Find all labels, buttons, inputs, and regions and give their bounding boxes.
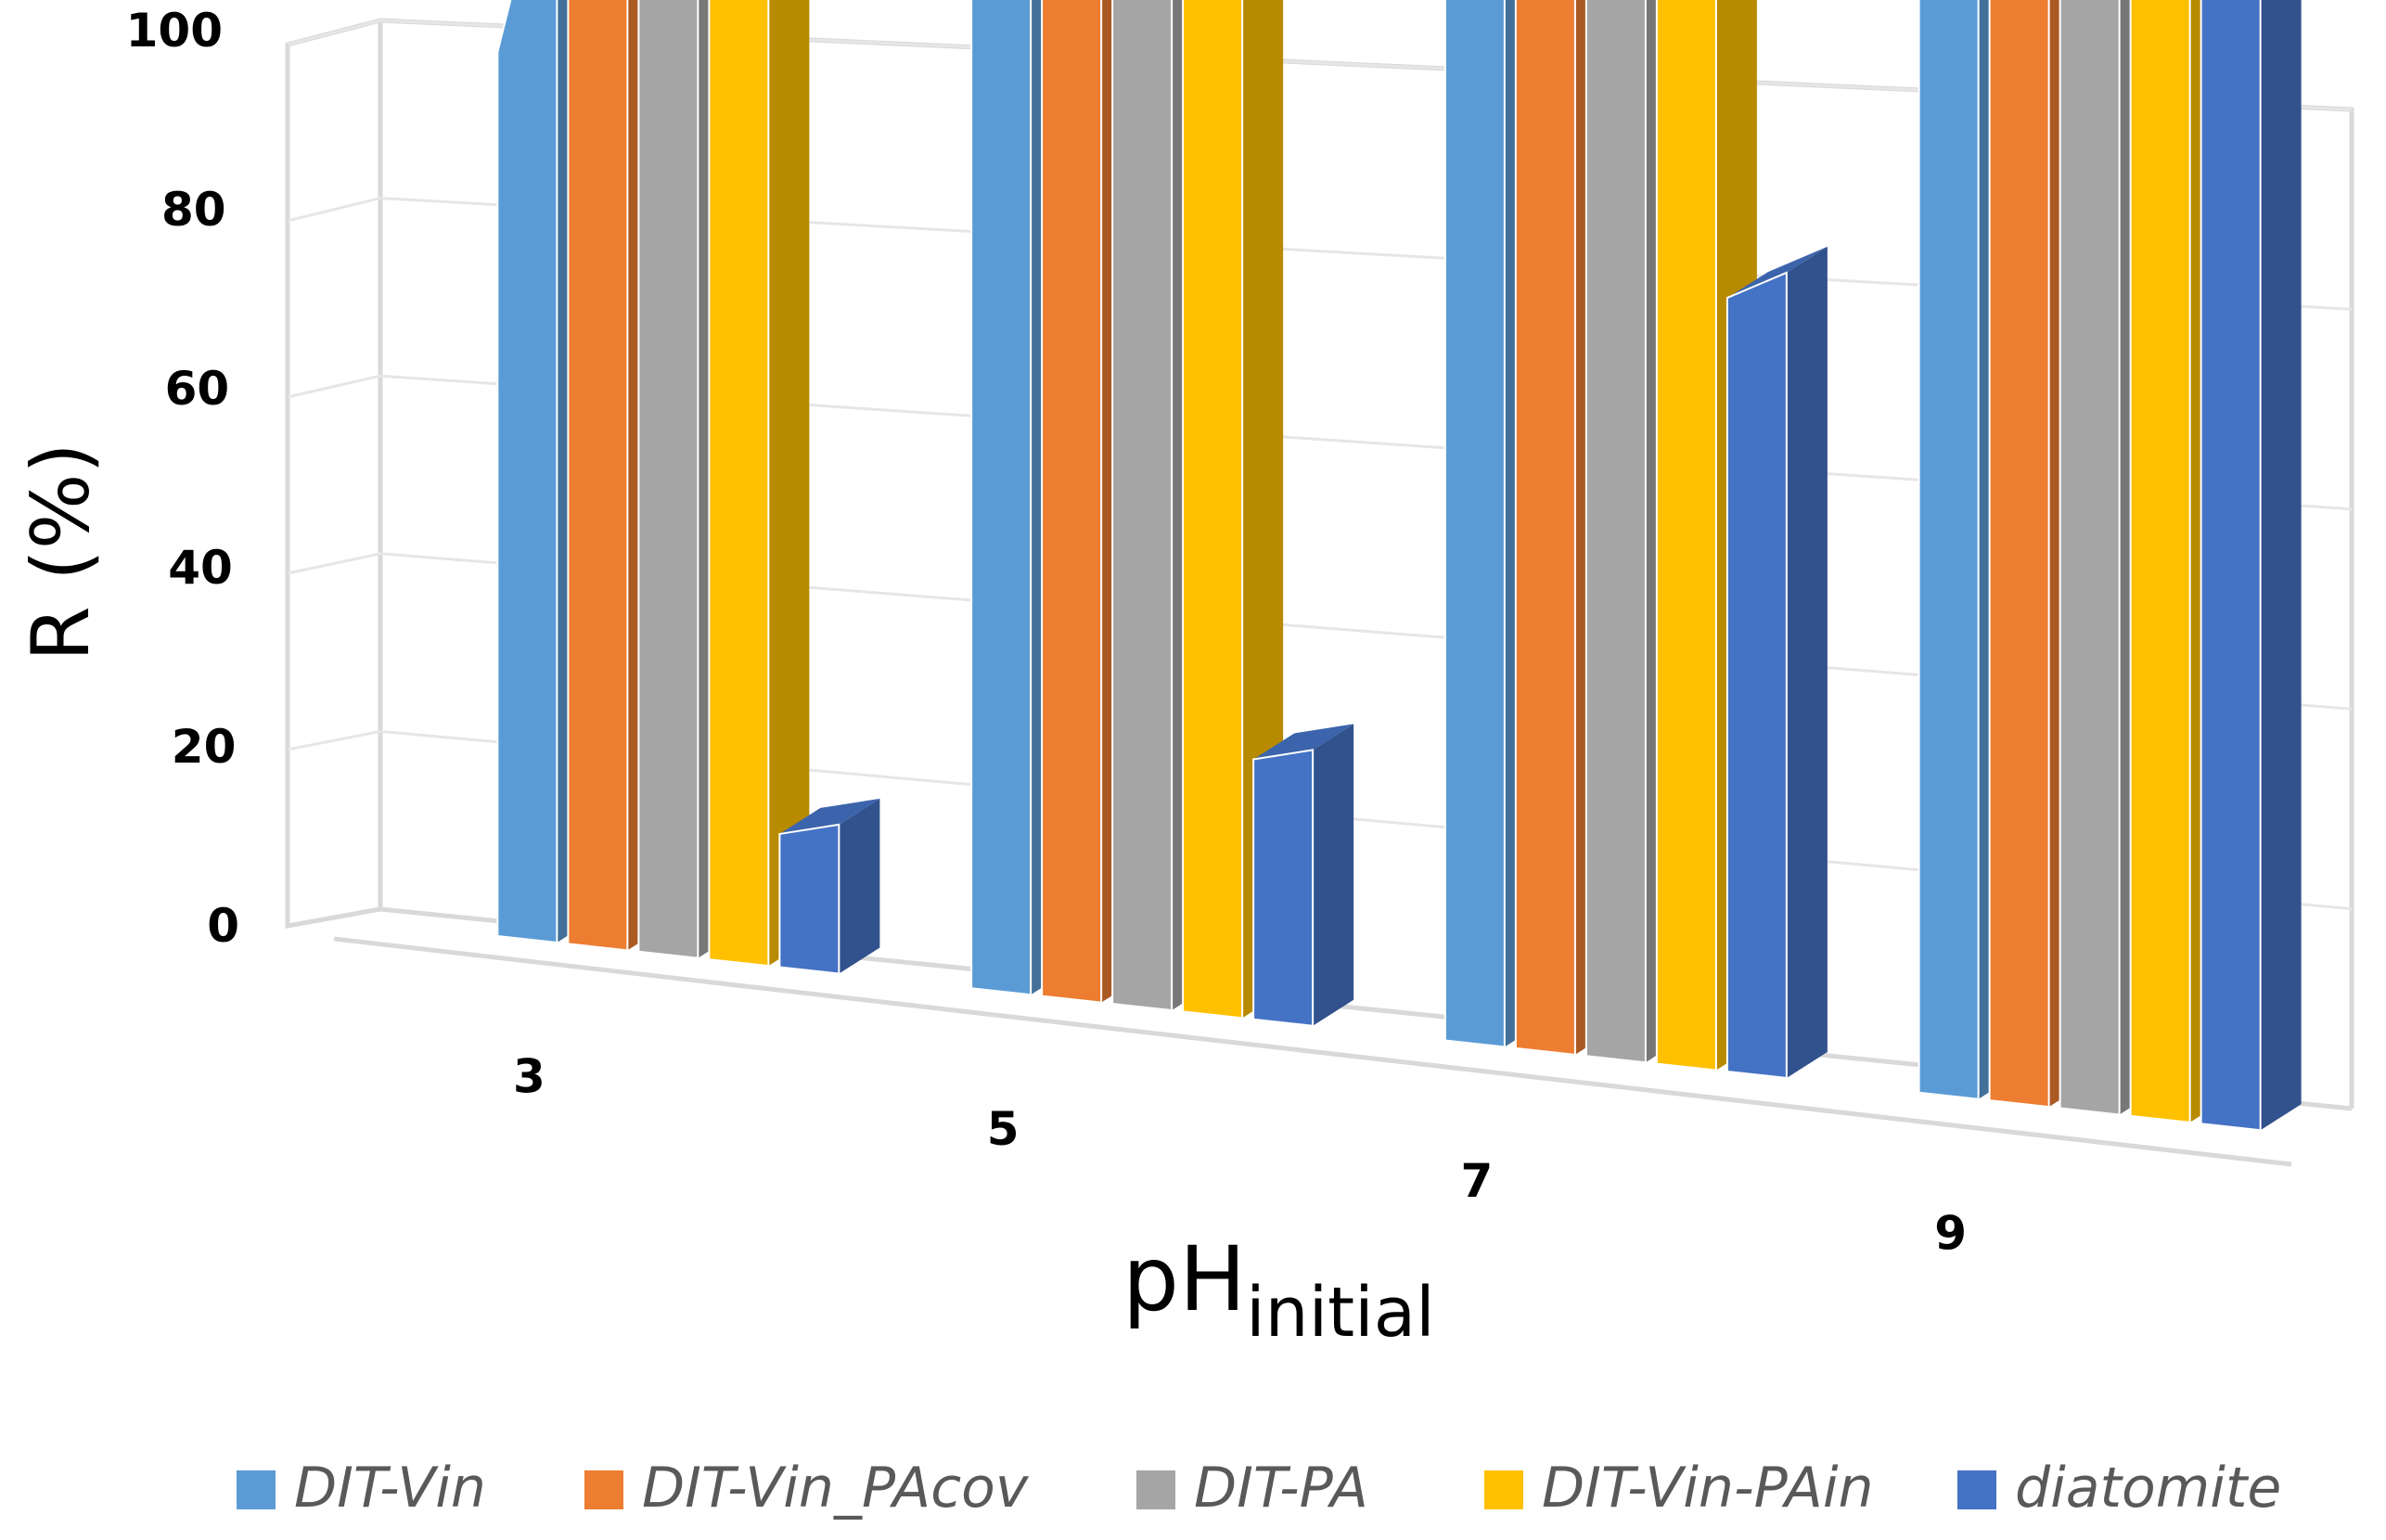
bar-front [2200,0,2262,1132]
bars [496,0,2302,1132]
y-tick-label: 60 [165,362,230,416]
bar [708,0,810,968]
bar-front [567,0,629,952]
y-tick-label: 0 [207,899,239,953]
bar-side [1313,724,1354,1026]
y-tick-label: 20 [172,720,237,774]
legend-label: DIT-Vin-PAin [1542,1456,1874,1521]
bar-front [2129,0,2191,1123]
bar-front [708,0,770,968]
legend-label: DIT-Vin [294,1456,486,1521]
bar [778,798,880,975]
x-tick-label: 7 [1460,1154,1493,1208]
x-axis-title-subscript: initial [1246,1273,1435,1353]
legend-item: DIT-Vin [237,1456,486,1521]
x-tick-label: 3 [513,1050,545,1104]
bar-front [1252,749,1315,1027]
bar-front [778,823,840,975]
x-tick-label: 9 [1934,1206,1967,1260]
x-tick-label: 5 [987,1102,1020,1156]
x-axis-title-main: pH [1122,1227,1246,1331]
bar-front [1988,0,2050,1109]
bar-front [2059,0,2121,1116]
legend: DIT-Vin DIT-Vin_PAcov DIT-PA DIT-Vin-PAin di… [237,1456,2281,1521]
bar-front [1182,0,1244,1020]
bar-front [1918,0,1980,1100]
bar-front [1725,271,1788,1080]
legend-swatch [237,1470,276,1509]
y-tick-label: 100 [126,4,223,58]
x-tick-labels: 3 5 7 9 [513,1050,1967,1261]
bar-front [1584,0,1647,1064]
bar-side [1786,246,1828,1078]
legend-item: DIT-Vin_PAcov [584,1456,1030,1521]
y-tick-labels: 0 20 40 60 80 100 [126,4,239,953]
bar-side [839,798,880,974]
bar-front [1514,0,1576,1056]
bar [1252,724,1354,1027]
legend-swatch [1136,1470,1175,1509]
bar [2200,0,2302,1132]
legend-item: DIT-PA [1136,1456,1368,1521]
legend-label: DIT-PA [1194,1456,1368,1521]
bar-front [496,0,558,944]
side-wall-outline [285,18,381,929]
bar-front [637,0,699,959]
legend-label: DIT-Vin_PAcov [642,1456,1030,1521]
y-axis-title: R (%) [15,443,108,661]
bar-front [970,0,1033,996]
legend-label: diatomite [2015,1456,2281,1521]
x-axis-title: pHinitial [1122,1227,1435,1353]
legend-swatch [1957,1470,1996,1509]
legend-item: DIT-Vin-PAin [1484,1456,1874,1521]
y-tick-label: 40 [168,541,233,595]
bar-top [1726,246,1828,299]
bar-side [2260,0,2302,1131]
bar-front [1041,0,1103,1004]
y-tick-label: 80 [161,183,226,237]
bar-side [768,0,810,967]
bar [1725,246,1828,1080]
bar-top [779,798,880,834]
bar-front [1111,0,1174,1012]
bar-top [1253,724,1354,760]
legend-item: diatomite [1957,1456,2281,1521]
bar-front [1655,0,1717,1072]
legend-swatch [584,1470,623,1509]
legend-swatch [1484,1470,1523,1509]
bar-front [1443,0,1506,1048]
